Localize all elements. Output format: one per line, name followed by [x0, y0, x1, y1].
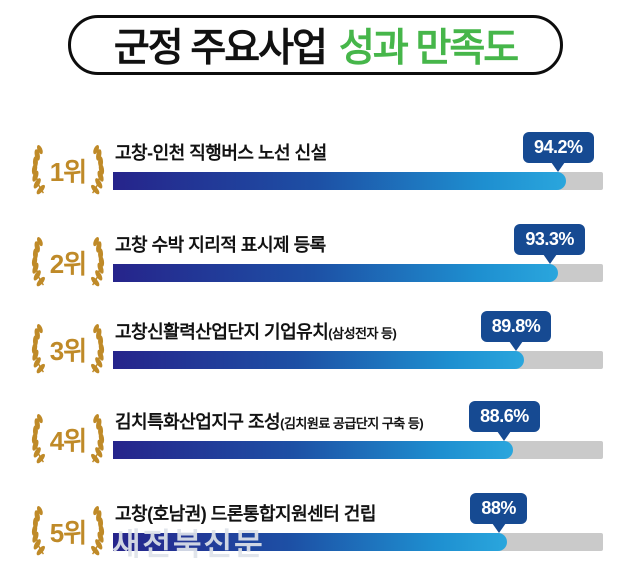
rank-label: 4위	[49, 425, 87, 456]
project-label-text: 고창 수박 지리적 표시제 등록	[115, 235, 326, 255]
laurel-right-icon	[89, 322, 105, 376]
rank-label: 1위	[49, 156, 87, 187]
rank-label: 3위	[49, 335, 87, 366]
rank-badge: 4위	[24, 411, 112, 467]
rank-row-3: 3위 고창신활력산업단지 기업유치(삼성전자 등) 89.8%	[0, 305, 634, 397]
laurel-right-icon	[89, 235, 105, 289]
project-label-note: (김치원료 공급단지 구축 등)	[280, 416, 424, 431]
project-label: 고창신활력산업단지 기업유치(삼성전자 등)	[115, 318, 585, 344]
rank-row-4: 4위 김치특화산업지구 조성(김치원료 공급단지 구축 등) 88.6%	[0, 395, 634, 487]
project-label-text: 고창-인천 직행버스 노선 신설	[115, 143, 327, 163]
laurel-left-icon	[31, 143, 47, 197]
rank-row-5: 5위 고창(호남권) 드론통합지원센터 건립 88%	[0, 487, 634, 572]
bar-fill	[113, 264, 558, 282]
laurel-left-icon	[31, 412, 47, 466]
rank-label: 5위	[49, 517, 87, 548]
rank-label: 2위	[49, 248, 87, 279]
chart-title-accent: 성과 만족도	[338, 27, 519, 70]
value-badge-text: 93.3%	[525, 229, 574, 249]
rank-row-1: 1위 고창-인천 직행버스 노선 신설 94.2%	[0, 126, 634, 218]
watermark-text: 새전북신문	[112, 527, 265, 562]
value-badge-text: 94.2%	[533, 137, 583, 157]
value-badge: 89.8%	[480, 311, 552, 342]
project-label-note: (삼성전자 등)	[328, 326, 397, 341]
bar-fill	[113, 533, 507, 551]
value-badge: 88%	[470, 493, 527, 524]
project-label: 김치특화산업지구 조성(김치원료 공급단지 구축 등)	[115, 408, 585, 434]
value-badge-text: 88.6%	[480, 406, 529, 426]
value-badge: 93.3%	[514, 224, 585, 255]
bar-track	[113, 264, 603, 282]
project-label-text: 고창신활력산업단지 기업유치	[115, 322, 329, 342]
project-label: 고창-인천 직행버스 노선 신설	[115, 139, 585, 165]
laurel-left-icon	[31, 322, 47, 376]
rank-badge: 3위	[24, 321, 112, 377]
laurel-right-icon	[89, 412, 105, 466]
bar-fill	[113, 441, 513, 459]
project-label-text: 고창(호남권) 드론통합지원센터 건립	[115, 504, 376, 524]
project-label: 고창 수박 지리적 표시제 등록	[115, 231, 585, 257]
bar-track	[113, 172, 603, 190]
bar-fill	[113, 172, 567, 190]
chart-title-main: 군정 주요사업	[113, 27, 328, 70]
value-badge-text: 89.8%	[491, 316, 541, 336]
chart-title: 군정 주요사업 성과 만족도	[68, 15, 563, 75]
value-badge-text: 88%	[481, 498, 516, 518]
rank-row-2: 2위 고창 수박 지리적 표시제 등록 93.3%	[0, 218, 634, 310]
project-label: 고창(호남권) 드론통합지원센터 건립	[115, 500, 585, 526]
rank-badge: 2위	[24, 234, 112, 290]
project-label-text: 김치특화산업지구 조성	[115, 412, 281, 432]
bar-track	[113, 351, 603, 369]
rank-badge: 5위	[24, 503, 112, 559]
value-badge: 94.2%	[522, 132, 594, 163]
bar-fill	[113, 351, 525, 369]
bar-track	[113, 533, 603, 551]
laurel-left-icon	[31, 235, 47, 289]
laurel-left-icon	[31, 504, 47, 558]
laurel-right-icon	[89, 143, 105, 197]
bar-track	[113, 441, 603, 459]
value-badge: 88.6%	[469, 401, 540, 432]
laurel-right-icon	[89, 504, 105, 558]
rank-badge: 1위	[24, 142, 112, 198]
